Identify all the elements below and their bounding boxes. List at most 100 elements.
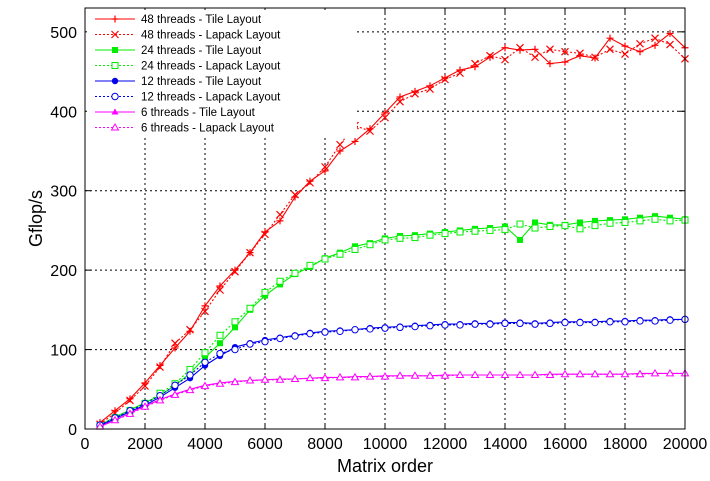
data-point-7-37: [650, 368, 660, 377]
data-point-3-30: [546, 222, 554, 230]
data-point-7-9: [230, 377, 240, 386]
data-point-7-11: [260, 375, 270, 383]
data-point-5-12: [276, 334, 284, 343]
legend-marker-2: [112, 47, 118, 53]
data-point-1-8: [216, 286, 224, 294]
axis-ticks: 0 2000 4000 6000 8000 10000 12000 14000 16000 180…: [50, 8, 707, 453]
data-point-3-9: [231, 318, 239, 326]
data-point-5-31: [561, 318, 569, 327]
data-point-3-11: [261, 288, 269, 296]
data-point-3-16: [336, 250, 344, 258]
data-point-7-20: [395, 371, 405, 379]
data-point-0-5: [171, 344, 179, 352]
data-point-1-35: [621, 50, 629, 58]
data-point-7-1: [110, 415, 120, 424]
series-line-3: [99, 218, 686, 427]
data-point-3-15: [321, 255, 329, 263]
x-tick-label-2000: 2000: [127, 436, 163, 453]
data-point-1-21: [411, 89, 419, 98]
data-point-1-27: [501, 55, 509, 64]
data-point-5-17: [351, 326, 359, 334]
y-tick-label-500: 500: [50, 25, 77, 42]
x-tick-label-18000: 18000: [603, 436, 648, 453]
data-point-3-20: [396, 234, 404, 242]
data-point-1-15: [321, 162, 329, 171]
data-point-3-7: [201, 349, 209, 357]
data-point-1-6: [186, 325, 194, 334]
x-tick-label-16000: 16000: [543, 436, 588, 453]
data-point-3-17: [351, 245, 359, 253]
legend-label-3: 24 threads - Lapack Layout: [141, 61, 281, 73]
data-point-1-29: [531, 53, 539, 62]
legend-marker-6: [111, 108, 119, 115]
data-point-0-27: [501, 44, 509, 52]
data-point-0-8: [216, 282, 224, 290]
data-point-5-14: [306, 329, 314, 338]
data-point-1-14: [306, 178, 314, 187]
data-point-1-25: [471, 59, 479, 68]
data-point-7-33: [590, 369, 600, 378]
data-point-7-4: [155, 395, 165, 404]
legend-marker-5: [111, 92, 119, 101]
x-tick-label-6000: 6000: [247, 436, 283, 453]
data-point-5-22: [426, 322, 434, 330]
legend-marker-4: [111, 77, 119, 85]
data-point-0-35: [621, 42, 629, 50]
data-point-7-10: [245, 376, 255, 384]
series-line-4: [99, 318, 685, 427]
data-point-1-22: [426, 85, 434, 93]
data-point-0-17: [351, 137, 359, 145]
data-point-3-21: [411, 234, 419, 242]
data-point-3-24: [456, 228, 464, 236]
data-point-3-32: [576, 225, 584, 233]
data-point-3-34: [606, 219, 614, 227]
data-point-0-19: [381, 109, 389, 117]
data-point-3-37: [651, 215, 659, 223]
data-point-5-8: [216, 349, 224, 358]
series-5: [96, 315, 689, 429]
data-point-5-32: [576, 318, 584, 327]
data-point-0-29: [531, 45, 539, 53]
data-point-3-12: [276, 277, 284, 285]
data-point-7-28: [515, 370, 525, 378]
x-tick-label-0: 0: [81, 436, 90, 453]
data-point-7-8: [215, 379, 225, 387]
data-point-1-18: [366, 127, 374, 136]
data-point-3-28: [516, 220, 524, 228]
data-point-0-37: [651, 41, 659, 49]
data-point-1-13: [291, 190, 299, 199]
x-tick-label-4000: 4000: [187, 436, 223, 453]
y-tick-label-200: 200: [50, 263, 77, 280]
data-point-1-5: [171, 339, 179, 348]
data-point-3-18: [366, 241, 374, 249]
data-point-5-33: [591, 318, 599, 327]
data-point-5-7: [201, 358, 209, 366]
series-2: [97, 213, 688, 429]
data-point-5-5: [171, 381, 179, 390]
data-point-7-21: [410, 371, 420, 379]
data-point-5-25: [471, 320, 479, 328]
data-point-0-31: [561, 58, 569, 66]
data-point-5-20: [396, 323, 404, 332]
data-point-7-6: [185, 385, 195, 394]
x-tick-label-20000: 20000: [663, 436, 708, 453]
data-point-3-31: [561, 222, 569, 230]
data-point-7-19: [380, 372, 390, 380]
data-point-5-19: [381, 324, 389, 332]
data-point-3-13: [291, 269, 299, 277]
series-7: [95, 368, 690, 430]
data-point-1-34: [606, 45, 614, 54]
data-point-1-11: [261, 230, 269, 239]
data-point-1-2: [126, 396, 134, 405]
data-point-5-37: [651, 317, 659, 325]
data-point-7-3: [140, 402, 150, 410]
legend-marker-3: [111, 62, 119, 69]
data-point-7-38: [665, 368, 675, 377]
legend-background: [87, 10, 357, 138]
series-line-6: [99, 372, 685, 428]
data-point-5-26: [486, 320, 494, 328]
x-tick-label-10000: 10000: [363, 436, 408, 453]
data-point-2-32: [577, 219, 583, 226]
x-tick-label-8000: 8000: [307, 436, 343, 453]
